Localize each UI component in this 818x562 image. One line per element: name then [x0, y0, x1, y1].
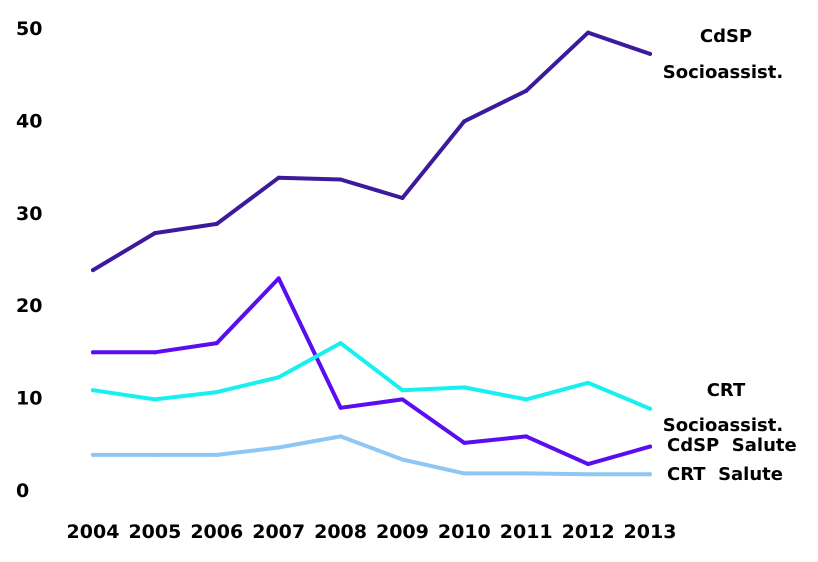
data-point — [338, 341, 343, 346]
data-point — [524, 471, 529, 476]
x-tick-label: 2005 — [128, 521, 181, 543]
x-tick-label: 2007 — [252, 521, 305, 543]
data-point — [400, 397, 405, 402]
data-point — [338, 434, 343, 439]
data-point — [152, 397, 157, 402]
series-label-cdsp-socioassist-line2: Socioassist. — [663, 62, 783, 83]
x-tick-label: 2008 — [314, 521, 367, 543]
data-point — [214, 452, 219, 457]
data-point — [400, 196, 405, 201]
data-point — [648, 51, 652, 56]
data-point — [91, 388, 95, 393]
series-line-crt-socioassist — [91, 341, 652, 411]
x-tick-label: 2009 — [376, 521, 429, 543]
y-tick-label: 50 — [16, 18, 42, 40]
series-line-crt-salute — [91, 434, 652, 477]
data-point — [338, 177, 343, 182]
data-point — [648, 406, 652, 411]
x-tick-label: 2006 — [190, 521, 243, 543]
x-tick-label: 2011 — [500, 521, 553, 543]
data-point — [524, 397, 529, 402]
data-point — [648, 472, 652, 477]
data-point — [214, 221, 219, 226]
data-point — [586, 462, 591, 467]
data-point — [276, 445, 281, 450]
data-point — [91, 350, 95, 355]
data-point — [586, 30, 591, 35]
x-axis-ticks: 2004 2005 2006 2007 2008 2009 2010 2011 2012 2013 — [67, 521, 677, 543]
data-point — [214, 390, 219, 395]
series-labels: CdSP Socioassist. CRT Socioassist. CdSP … — [663, 26, 797, 485]
data-point — [462, 385, 467, 390]
data-point — [276, 276, 281, 281]
y-tick-label: 40 — [16, 110, 42, 132]
x-tick-label: 2010 — [438, 521, 491, 543]
data-point — [91, 452, 95, 457]
y-tick-label: 30 — [16, 203, 42, 225]
data-point — [214, 341, 219, 346]
x-tick-label: 2004 — [67, 521, 120, 543]
data-point — [91, 268, 95, 273]
data-point — [338, 405, 343, 410]
y-axis-ticks: 0 10 20 30 40 50 — [16, 18, 42, 502]
data-point — [462, 119, 467, 124]
data-point — [400, 457, 405, 462]
data-point — [524, 434, 529, 439]
x-tick-label: 2013 — [624, 521, 677, 543]
data-point — [276, 175, 281, 180]
data-point — [462, 471, 467, 476]
series-label-crt-socioassist-line1: CRT — [707, 380, 746, 401]
y-tick-label: 10 — [16, 388, 42, 410]
data-point — [152, 350, 157, 355]
x-tick-label: 2012 — [562, 521, 615, 543]
data-point — [462, 440, 467, 445]
series-label-crt-salute: CRT Salute — [667, 464, 783, 485]
data-point — [152, 231, 157, 236]
data-point — [648, 444, 652, 449]
data-point — [524, 88, 529, 93]
series-label-cdsp-salute: CdSP Salute — [667, 435, 797, 456]
series-lines — [91, 30, 652, 477]
data-point — [400, 388, 405, 393]
y-tick-label: 0 — [16, 480, 29, 502]
series-line-cdsp-socioassist — [91, 30, 652, 273]
series-label-cdsp-socioassist-line1: CdSP — [700, 26, 752, 47]
data-point — [586, 472, 591, 477]
data-point — [586, 380, 591, 385]
data-point — [276, 375, 281, 380]
series-line-cdsp-salute — [91, 276, 652, 467]
series-label-crt-socioassist-line2: Socioassist. — [663, 415, 783, 436]
y-tick-label: 20 — [16, 295, 42, 317]
data-point — [152, 452, 157, 457]
